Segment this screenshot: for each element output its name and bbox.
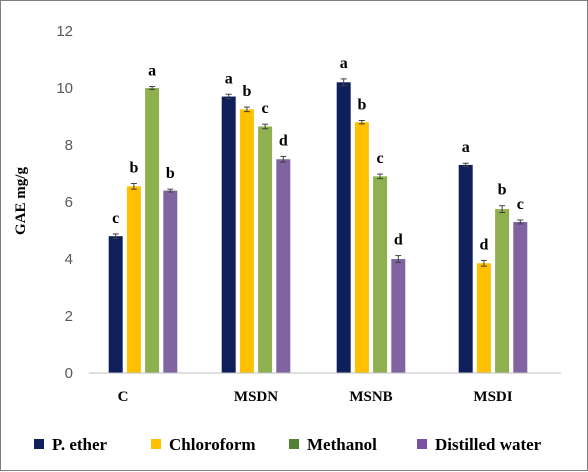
bar-msdn-3 — [258, 126, 273, 373]
legend-label: Chloroform — [169, 435, 256, 454]
significance-letter: a — [148, 63, 156, 80]
category-label: MSDN — [234, 389, 278, 405]
legend-swatch — [34, 439, 44, 449]
y-tick-label: 6 — [65, 194, 73, 211]
bar-msnb-3 — [373, 176, 388, 373]
significance-letter: a — [225, 70, 233, 87]
category-labels: C MSDN MSNB MSDI — [118, 389, 513, 405]
legend-swatch — [289, 439, 299, 449]
legend-swatch — [151, 439, 161, 449]
bar-msdi-1 — [458, 164, 473, 373]
significance-letter: c — [262, 100, 269, 117]
bar-msdi-2 — [476, 263, 491, 373]
legend-label: Distilled water — [435, 435, 542, 454]
bar-c-3 — [145, 88, 160, 373]
bar-msdn-1 — [221, 96, 236, 374]
bar-msdi-4 — [513, 221, 528, 373]
significance-letter: b — [129, 159, 138, 176]
error-bars — [112, 78, 524, 267]
bar-msdn-2 — [239, 109, 254, 373]
significance-letter: b — [498, 182, 507, 199]
y-tick-label: 2 — [65, 308, 73, 325]
legend-swatch — [417, 439, 427, 449]
significance-letter: b — [166, 165, 175, 182]
bar-c-2 — [126, 186, 141, 373]
y-tick-label: 0 — [65, 365, 73, 382]
y-tick-label: 4 — [65, 251, 73, 268]
legend-label: P. ether — [52, 435, 108, 454]
category-label: C — [118, 389, 129, 405]
significance-letter: d — [479, 236, 488, 253]
legend-label: Methanol — [307, 435, 377, 454]
y-axis-ticks: 0 2 4 6 8 10 12 — [56, 23, 73, 382]
y-tick-label: 10 — [56, 80, 73, 97]
significance-letter: a — [462, 139, 470, 156]
significance-letter: a — [340, 55, 348, 72]
bars — [108, 82, 528, 374]
bar-c-1 — [108, 236, 123, 373]
significance-letter: c — [377, 150, 384, 167]
significance-letter: b — [242, 83, 251, 100]
y-tick-label: 8 — [65, 137, 73, 154]
significance-letter: d — [394, 232, 403, 249]
bar-msdn-4 — [276, 159, 291, 373]
significance-letter: c — [517, 196, 524, 213]
bar-msnb-2 — [354, 122, 369, 373]
bar-msnb-4 — [391, 259, 406, 373]
significance-letter: b — [357, 96, 366, 113]
y-axis-label: GAE mg/g — [13, 167, 29, 235]
category-label: MSNB — [349, 389, 392, 405]
y-tick-label: 12 — [56, 23, 73, 40]
legend: P. ether Chloroform Methanol Distilled wate… — [34, 435, 542, 454]
bar-c-4 — [163, 190, 178, 373]
bar-msnb-1 — [336, 82, 351, 374]
category-label: MSDI — [473, 389, 512, 405]
significance-letter: c — [112, 210, 119, 227]
significance-letter: d — [279, 132, 288, 149]
bar-msdi-3 — [495, 209, 510, 373]
